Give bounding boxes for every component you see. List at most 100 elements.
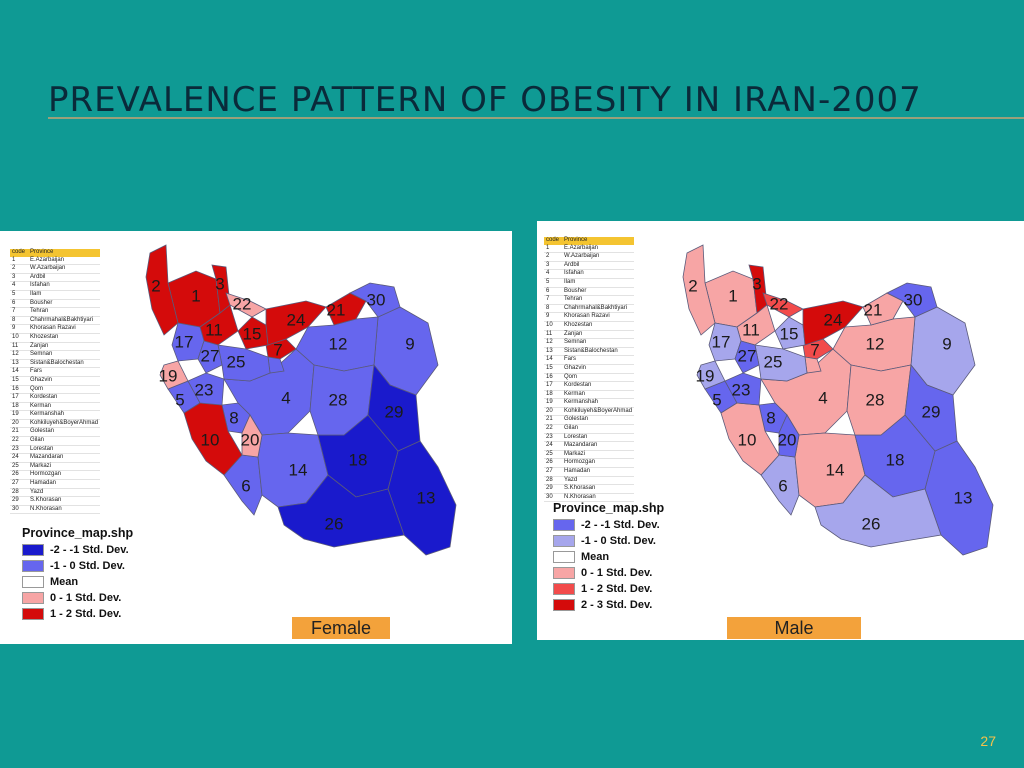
table-row: 21 Golestan	[544, 415, 635, 426]
table-header-province: Province	[562, 237, 635, 245]
table-row: 11 Zanjan	[544, 330, 635, 340]
province-code: 21	[544, 415, 562, 426]
province-name: Khorasan Razavi	[28, 324, 101, 334]
province-code: 5	[10, 290, 28, 300]
legend-item: -1 - 0 Std. Dev.	[22, 558, 133, 574]
table-row: 9 Khorasan Razavi	[10, 324, 101, 334]
province-name: Hormozgan	[562, 458, 635, 469]
table-row: 18 Kerman	[10, 402, 101, 412]
province-label-11: 11	[205, 320, 223, 339]
province-code: 15	[544, 364, 562, 374]
province-code: 20	[10, 419, 28, 429]
table-row: 26 Hormozgan	[10, 470, 101, 481]
province-code: 27	[10, 479, 28, 489]
table-row: 8 Chahrmahal&Bakhtiyari	[10, 316, 101, 326]
province-code: 11	[544, 330, 562, 340]
province-19	[159, 360, 189, 390]
province-21	[862, 292, 904, 326]
province-name: Semnan	[28, 350, 101, 360]
female-legend: Province_map.shp -2 - -1 Std. Dev. -1 - 0…	[22, 526, 133, 622]
table-row: 9 Khorasan Razavi	[544, 312, 635, 322]
province-code-table: code Province 1 E.Azarbaijan 2 W.Azarbaijan 3…	[544, 237, 635, 503]
province-name: Sistan&Balochestan	[28, 359, 101, 369]
province-name: Sistan&Balochestan	[562, 347, 635, 357]
province-label-4: 4	[281, 388, 290, 407]
table-row: 29 S.Khorasan	[10, 496, 101, 506]
table-row: 4 Isfahan	[544, 269, 635, 279]
table-row: 25 Markazi	[544, 450, 635, 460]
province-name: Markazi	[562, 450, 635, 460]
province-22	[225, 292, 267, 318]
province-label-24: 24	[287, 310, 306, 329]
province-name: Fars	[562, 355, 635, 365]
province-name: Qom	[28, 385, 101, 395]
table-row: 24 Mazandaran	[10, 453, 101, 463]
province-19	[696, 360, 726, 390]
table-row: 10 Khozestan	[544, 321, 635, 331]
legend-swatch	[553, 583, 575, 595]
province-name: E.Azarbaijan	[562, 244, 635, 254]
legend-swatch	[553, 599, 575, 611]
female-label: Female	[292, 617, 390, 639]
province-name: Hamadan	[562, 467, 635, 477]
table-row: 14 Fars	[10, 367, 101, 377]
province-code: 23	[10, 445, 28, 455]
legend-label: 0 - 1 Std. Dev.	[581, 567, 653, 579]
legend-swatch	[22, 592, 44, 604]
province-code: 9	[10, 324, 28, 334]
province-code: 19	[544, 398, 562, 408]
province-name: Golestan	[28, 427, 101, 438]
province-name: N.Khorasan	[28, 505, 101, 515]
legend-label: 1 - 2 Std. Dev.	[50, 608, 122, 620]
province-code: 28	[10, 488, 28, 498]
province-label-29: 29	[922, 402, 941, 421]
table-row: 16 Qom	[544, 373, 635, 383]
table-row: 2 W.Azarbaijan	[10, 264, 101, 274]
province-20	[778, 414, 800, 458]
province-label-27: 27	[201, 346, 220, 365]
legend-item: -2 - -1 Std. Dev.	[22, 542, 133, 558]
province-name: Bousher	[562, 287, 635, 297]
province-name: Gilan	[28, 436, 101, 446]
table-row: 22 Gilan	[10, 436, 101, 446]
province-code: 3	[544, 261, 562, 271]
province-label-15: 15	[780, 324, 799, 343]
province-27	[734, 340, 760, 374]
legend-swatch	[22, 576, 44, 588]
province-code: 17	[544, 381, 562, 391]
table-row: 26 Hormozgan	[544, 458, 635, 469]
province-name: Tehran	[562, 295, 635, 305]
province-name: Kermanshah	[28, 410, 101, 420]
province-label-7: 7	[810, 340, 819, 359]
province-name: Khorasan Razavi	[562, 312, 635, 322]
province-name: S.Khorasan	[562, 484, 635, 494]
table-row: 19 Kermanshah	[544, 398, 635, 408]
province-code: 12	[544, 338, 562, 348]
province-label-30: 30	[367, 290, 386, 309]
legend-label: Mean	[50, 576, 79, 588]
province-name: Lorestan	[562, 433, 635, 443]
province-28	[309, 364, 375, 436]
province-code: 2	[544, 252, 562, 262]
province-name: Yazd	[28, 488, 101, 498]
legend-label: 0 - 1 Std. Dev.	[50, 592, 122, 604]
table-row: 13 Sistan&Balochestan	[544, 347, 635, 357]
table-row: 8 Chahrmahal&Bakhtiyari	[544, 304, 635, 314]
province-name: Mazandaran	[28, 453, 101, 463]
table-row: 7 Tehran	[544, 295, 635, 305]
table-row: 15 Ghazvin	[544, 364, 635, 374]
province-code: 14	[544, 355, 562, 365]
legend-swatch	[553, 567, 575, 579]
table-row: 25 Markazi	[10, 462, 101, 472]
province-name: Lorestan	[28, 445, 101, 455]
table-row: 17 Kordestan	[544, 381, 635, 391]
province-label-14: 14	[826, 460, 845, 479]
province-label-1: 1	[191, 286, 200, 305]
province-code: 15	[10, 376, 28, 386]
province-2	[145, 244, 179, 336]
province-label-21: 21	[864, 300, 883, 319]
male-label: Male	[727, 617, 861, 639]
province-label-8: 8	[229, 408, 238, 427]
table-row: 6 Bousher	[10, 299, 101, 309]
legend-item: -2 - -1 Std. Dev.	[553, 517, 664, 533]
